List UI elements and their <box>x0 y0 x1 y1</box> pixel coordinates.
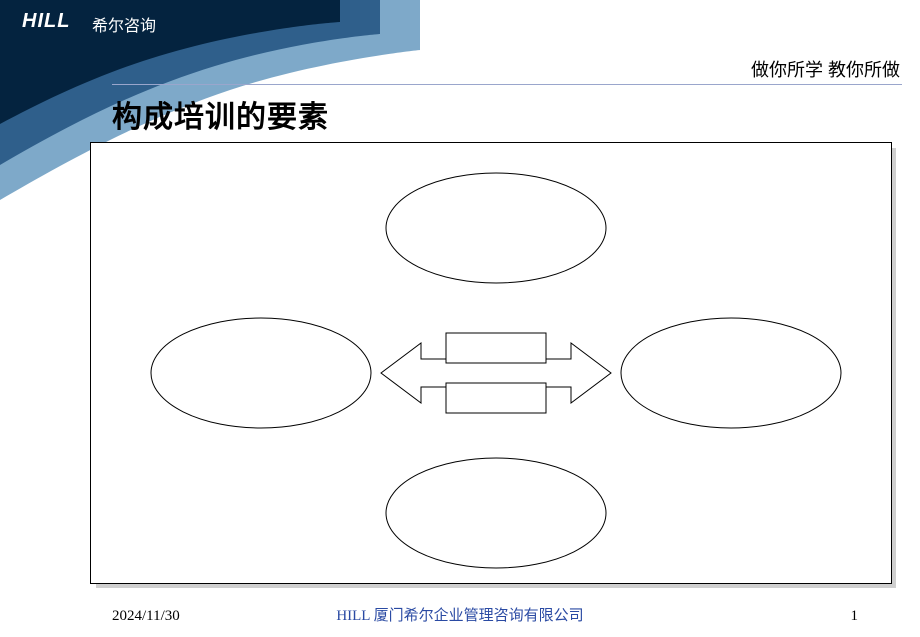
logo-brand-cn: 希尔咨询 <box>92 12 156 36</box>
ellipse-top <box>386 173 606 283</box>
footer-company: HILL 厦门希尔企业管理咨询有限公司 <box>0 604 920 625</box>
center-rect-2 <box>446 383 546 413</box>
ellipse-left <box>151 318 371 428</box>
diagram-svg <box>91 143 891 583</box>
center-rect-1 <box>446 333 546 363</box>
slide-title: 构成培训的要素 <box>112 92 329 136</box>
slide: HILL 希尔咨询 做你所学 教你所做 构成培训的要素 2024/11/30 H… <box>0 0 920 637</box>
header-tagline: 做你所学 教你所做 <box>751 56 900 82</box>
diagram <box>90 142 892 584</box>
logo-brand: HILL <box>22 10 70 33</box>
footer-page-number: 1 <box>851 608 859 625</box>
ellipse-bottom <box>386 458 606 568</box>
diagram-frame <box>90 142 892 584</box>
ellipse-right <box>621 318 841 428</box>
header-rule <box>112 84 902 85</box>
